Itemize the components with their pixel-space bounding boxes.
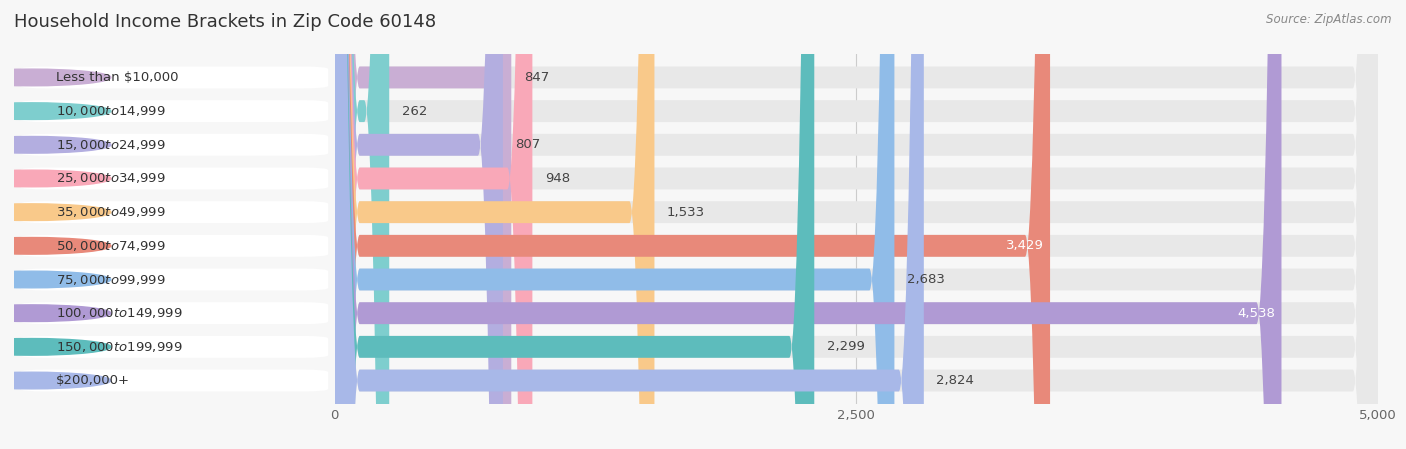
FancyBboxPatch shape <box>335 0 533 449</box>
Text: $25,000 to $34,999: $25,000 to $34,999 <box>56 172 166 185</box>
FancyBboxPatch shape <box>21 302 328 324</box>
FancyBboxPatch shape <box>335 0 389 449</box>
Circle shape <box>0 372 111 389</box>
Text: $200,000+: $200,000+ <box>56 374 129 387</box>
FancyBboxPatch shape <box>335 0 1378 449</box>
FancyBboxPatch shape <box>335 0 814 449</box>
Text: 2,824: 2,824 <box>936 374 974 387</box>
FancyBboxPatch shape <box>335 0 1378 449</box>
FancyBboxPatch shape <box>335 0 1281 449</box>
Circle shape <box>0 136 111 153</box>
Text: Household Income Brackets in Zip Code 60148: Household Income Brackets in Zip Code 60… <box>14 13 436 31</box>
FancyBboxPatch shape <box>335 0 654 449</box>
FancyBboxPatch shape <box>335 0 1378 449</box>
FancyBboxPatch shape <box>21 201 328 223</box>
Text: $15,000 to $24,999: $15,000 to $24,999 <box>56 138 166 152</box>
Circle shape <box>0 69 111 86</box>
Circle shape <box>0 238 111 254</box>
Text: 847: 847 <box>524 71 550 84</box>
Text: $10,000 to $14,999: $10,000 to $14,999 <box>56 104 166 118</box>
Text: Less than $10,000: Less than $10,000 <box>56 71 179 84</box>
FancyBboxPatch shape <box>335 0 1378 449</box>
FancyBboxPatch shape <box>21 235 328 257</box>
FancyBboxPatch shape <box>335 0 1378 449</box>
FancyBboxPatch shape <box>335 0 1378 449</box>
Text: Source: ZipAtlas.com: Source: ZipAtlas.com <box>1267 13 1392 26</box>
FancyBboxPatch shape <box>335 0 1378 449</box>
Text: $100,000 to $149,999: $100,000 to $149,999 <box>56 306 183 320</box>
Text: 2,299: 2,299 <box>827 340 865 353</box>
Circle shape <box>0 305 111 321</box>
FancyBboxPatch shape <box>21 100 328 122</box>
FancyBboxPatch shape <box>335 0 1378 449</box>
Circle shape <box>0 339 111 355</box>
Text: 1,533: 1,533 <box>666 206 704 219</box>
FancyBboxPatch shape <box>21 167 328 189</box>
Circle shape <box>0 271 111 288</box>
FancyBboxPatch shape <box>21 269 328 291</box>
Text: 4,538: 4,538 <box>1237 307 1275 320</box>
Text: 807: 807 <box>516 138 541 151</box>
FancyBboxPatch shape <box>21 370 328 392</box>
Circle shape <box>0 170 111 187</box>
Text: $50,000 to $74,999: $50,000 to $74,999 <box>56 239 166 253</box>
FancyBboxPatch shape <box>335 0 1050 449</box>
Text: $150,000 to $199,999: $150,000 to $199,999 <box>56 340 183 354</box>
Text: 2,683: 2,683 <box>907 273 945 286</box>
FancyBboxPatch shape <box>335 0 512 449</box>
Text: 948: 948 <box>546 172 569 185</box>
FancyBboxPatch shape <box>21 336 328 358</box>
Text: $35,000 to $49,999: $35,000 to $49,999 <box>56 205 166 219</box>
FancyBboxPatch shape <box>21 134 328 156</box>
Text: 3,429: 3,429 <box>1005 239 1043 252</box>
FancyBboxPatch shape <box>335 0 503 449</box>
FancyBboxPatch shape <box>21 66 328 88</box>
Circle shape <box>0 103 111 119</box>
FancyBboxPatch shape <box>335 0 1378 449</box>
FancyBboxPatch shape <box>335 0 1378 449</box>
FancyBboxPatch shape <box>335 0 894 449</box>
Text: 262: 262 <box>402 105 427 118</box>
Text: $75,000 to $99,999: $75,000 to $99,999 <box>56 273 166 286</box>
Circle shape <box>0 204 111 220</box>
FancyBboxPatch shape <box>335 0 924 449</box>
